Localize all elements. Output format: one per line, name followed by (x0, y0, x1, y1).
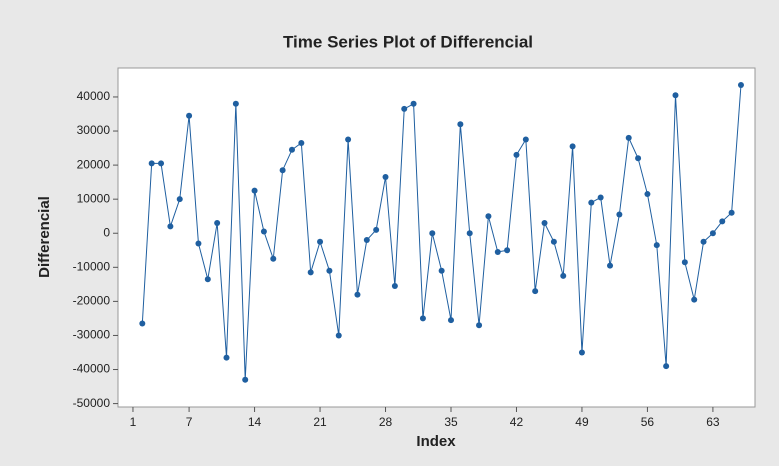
y-tick-label: 30000 (77, 123, 111, 137)
y-tick-label: -10000 (73, 259, 111, 273)
data-point (588, 199, 595, 206)
y-axis-label: Differencial (36, 196, 53, 278)
data-point (204, 276, 211, 283)
data-point (176, 196, 183, 203)
data-point (401, 105, 408, 112)
data-point (597, 194, 604, 201)
data-point (382, 174, 389, 181)
data-point (410, 100, 417, 107)
data-point (148, 160, 155, 167)
data-point (326, 267, 333, 274)
x-tick-label: 14 (248, 415, 262, 429)
data-point (663, 363, 670, 370)
data-point (513, 151, 520, 158)
data-point (569, 143, 576, 150)
data-point (391, 283, 398, 290)
data-point (363, 237, 370, 244)
data-point (466, 230, 473, 237)
data-point (550, 238, 557, 245)
data-point (607, 262, 614, 269)
data-point (373, 226, 380, 233)
x-tick-label: 56 (641, 415, 655, 429)
y-tick-label: -30000 (73, 328, 111, 342)
data-point (532, 288, 539, 295)
y-tick-label: 40000 (77, 89, 111, 103)
data-point (429, 230, 436, 237)
data-point (522, 136, 529, 143)
data-point (709, 230, 716, 237)
data-point (354, 291, 361, 298)
data-point (560, 272, 567, 279)
data-point (335, 332, 342, 339)
data-point (186, 112, 193, 119)
data-point (485, 213, 492, 220)
data-point (457, 121, 464, 128)
y-tick-label: -40000 (73, 362, 111, 376)
data-point (242, 376, 249, 383)
y-tick-label: -20000 (73, 294, 111, 308)
data-point (438, 267, 445, 274)
data-point (214, 220, 221, 227)
x-tick-label: 63 (706, 415, 720, 429)
data-point (700, 238, 707, 245)
data-point (691, 296, 698, 303)
data-point (307, 269, 314, 276)
x-tick-label: 28 (379, 415, 393, 429)
x-tick-label: 21 (313, 415, 327, 429)
y-tick-label: -50000 (73, 396, 111, 410)
data-point (251, 187, 258, 194)
data-point (419, 315, 426, 322)
x-tick-label: 42 (510, 415, 524, 429)
x-tick-label: 7 (186, 415, 193, 429)
y-tick-label: 10000 (77, 191, 111, 205)
data-point (635, 155, 642, 162)
x-tick-label: 35 (444, 415, 458, 429)
data-point (167, 223, 174, 230)
data-point (223, 354, 230, 361)
data-point (317, 238, 324, 245)
data-point (476, 322, 483, 329)
data-point (279, 167, 286, 174)
data-point (260, 228, 267, 235)
data-point (672, 92, 679, 99)
data-point (158, 160, 165, 167)
x-tick-label: 49 (575, 415, 589, 429)
x-tick-label: 1 (130, 415, 137, 429)
data-point (728, 209, 735, 216)
plot-area (117, 67, 756, 408)
data-point (494, 248, 501, 255)
x-axis-label: Index (416, 433, 456, 450)
data-point (504, 247, 511, 254)
data-point (345, 136, 352, 143)
chart-title: Time Series Plot of Differencial (283, 32, 533, 51)
data-point (644, 191, 651, 198)
data-point (195, 240, 202, 247)
data-point (616, 211, 623, 218)
data-point (270, 255, 277, 262)
data-point (447, 317, 454, 324)
data-point (653, 242, 660, 249)
data-point (288, 146, 295, 153)
data-point (625, 134, 632, 141)
data-point (719, 218, 726, 225)
data-point (681, 259, 688, 266)
y-tick-label: 20000 (77, 157, 111, 171)
data-point (298, 139, 305, 146)
data-point (578, 349, 585, 356)
data-point (139, 320, 146, 327)
data-point (232, 100, 239, 107)
data-point (737, 82, 744, 89)
y-tick-label: 0 (103, 225, 110, 239)
data-point (541, 220, 548, 227)
